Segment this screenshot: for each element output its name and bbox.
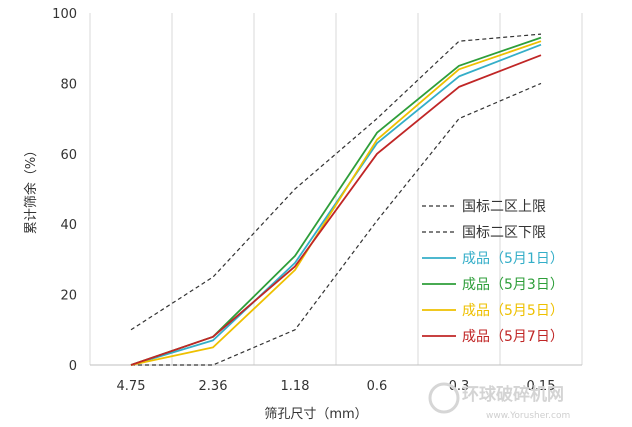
y-axis-title: 累计筛余（%） <box>23 144 39 234</box>
watermark-text: 环球破碎机网 <box>462 384 564 405</box>
legend-label-5: 成品（5月7日） <box>462 329 564 345</box>
x-axis-title: 筛孔尺寸（mm） <box>264 407 367 422</box>
x-tick-3: 0.6 <box>367 379 388 394</box>
y-tick-5: 100 <box>52 7 77 22</box>
series-line-5 <box>130 54 542 366</box>
legend-label-0: 国标二区上限 <box>462 199 546 215</box>
y-tick-1: 20 <box>60 289 77 304</box>
y-tick-3: 60 <box>60 148 77 163</box>
y-tick-0: 0 <box>69 359 77 374</box>
x-tick-5: 0.15 <box>527 379 556 394</box>
legend-label-3: 成品（5月3日） <box>462 277 564 293</box>
series-line-1 <box>131 82 542 366</box>
legend-label-2: 成品（5月1日） <box>462 251 564 267</box>
watermark-logo-icon <box>428 382 460 414</box>
y-tick-4: 80 <box>60 77 77 92</box>
x-tick-0: 4.75 <box>117 379 146 394</box>
x-tick-labels: 4.75 2.36 1.18 0.6 0.3 0.15 <box>117 379 556 394</box>
series-lines <box>130 33 542 366</box>
legend-label-1: 国标二区下限 <box>462 225 546 241</box>
watermark-url: www.Yorusher.com <box>486 411 570 421</box>
x-tick-1: 2.36 <box>199 379 228 394</box>
watermark: 环球破碎机网 www.Yorusher.com <box>428 382 570 421</box>
x-tick-2: 1.18 <box>281 379 310 394</box>
series-line-4 <box>130 40 542 366</box>
series-line-2 <box>130 43 542 366</box>
legend-label-4: 成品（5月5日） <box>462 303 564 319</box>
y-tick-2: 40 <box>60 218 77 233</box>
y-tick-labels: 0 20 40 60 80 100 <box>52 7 77 374</box>
